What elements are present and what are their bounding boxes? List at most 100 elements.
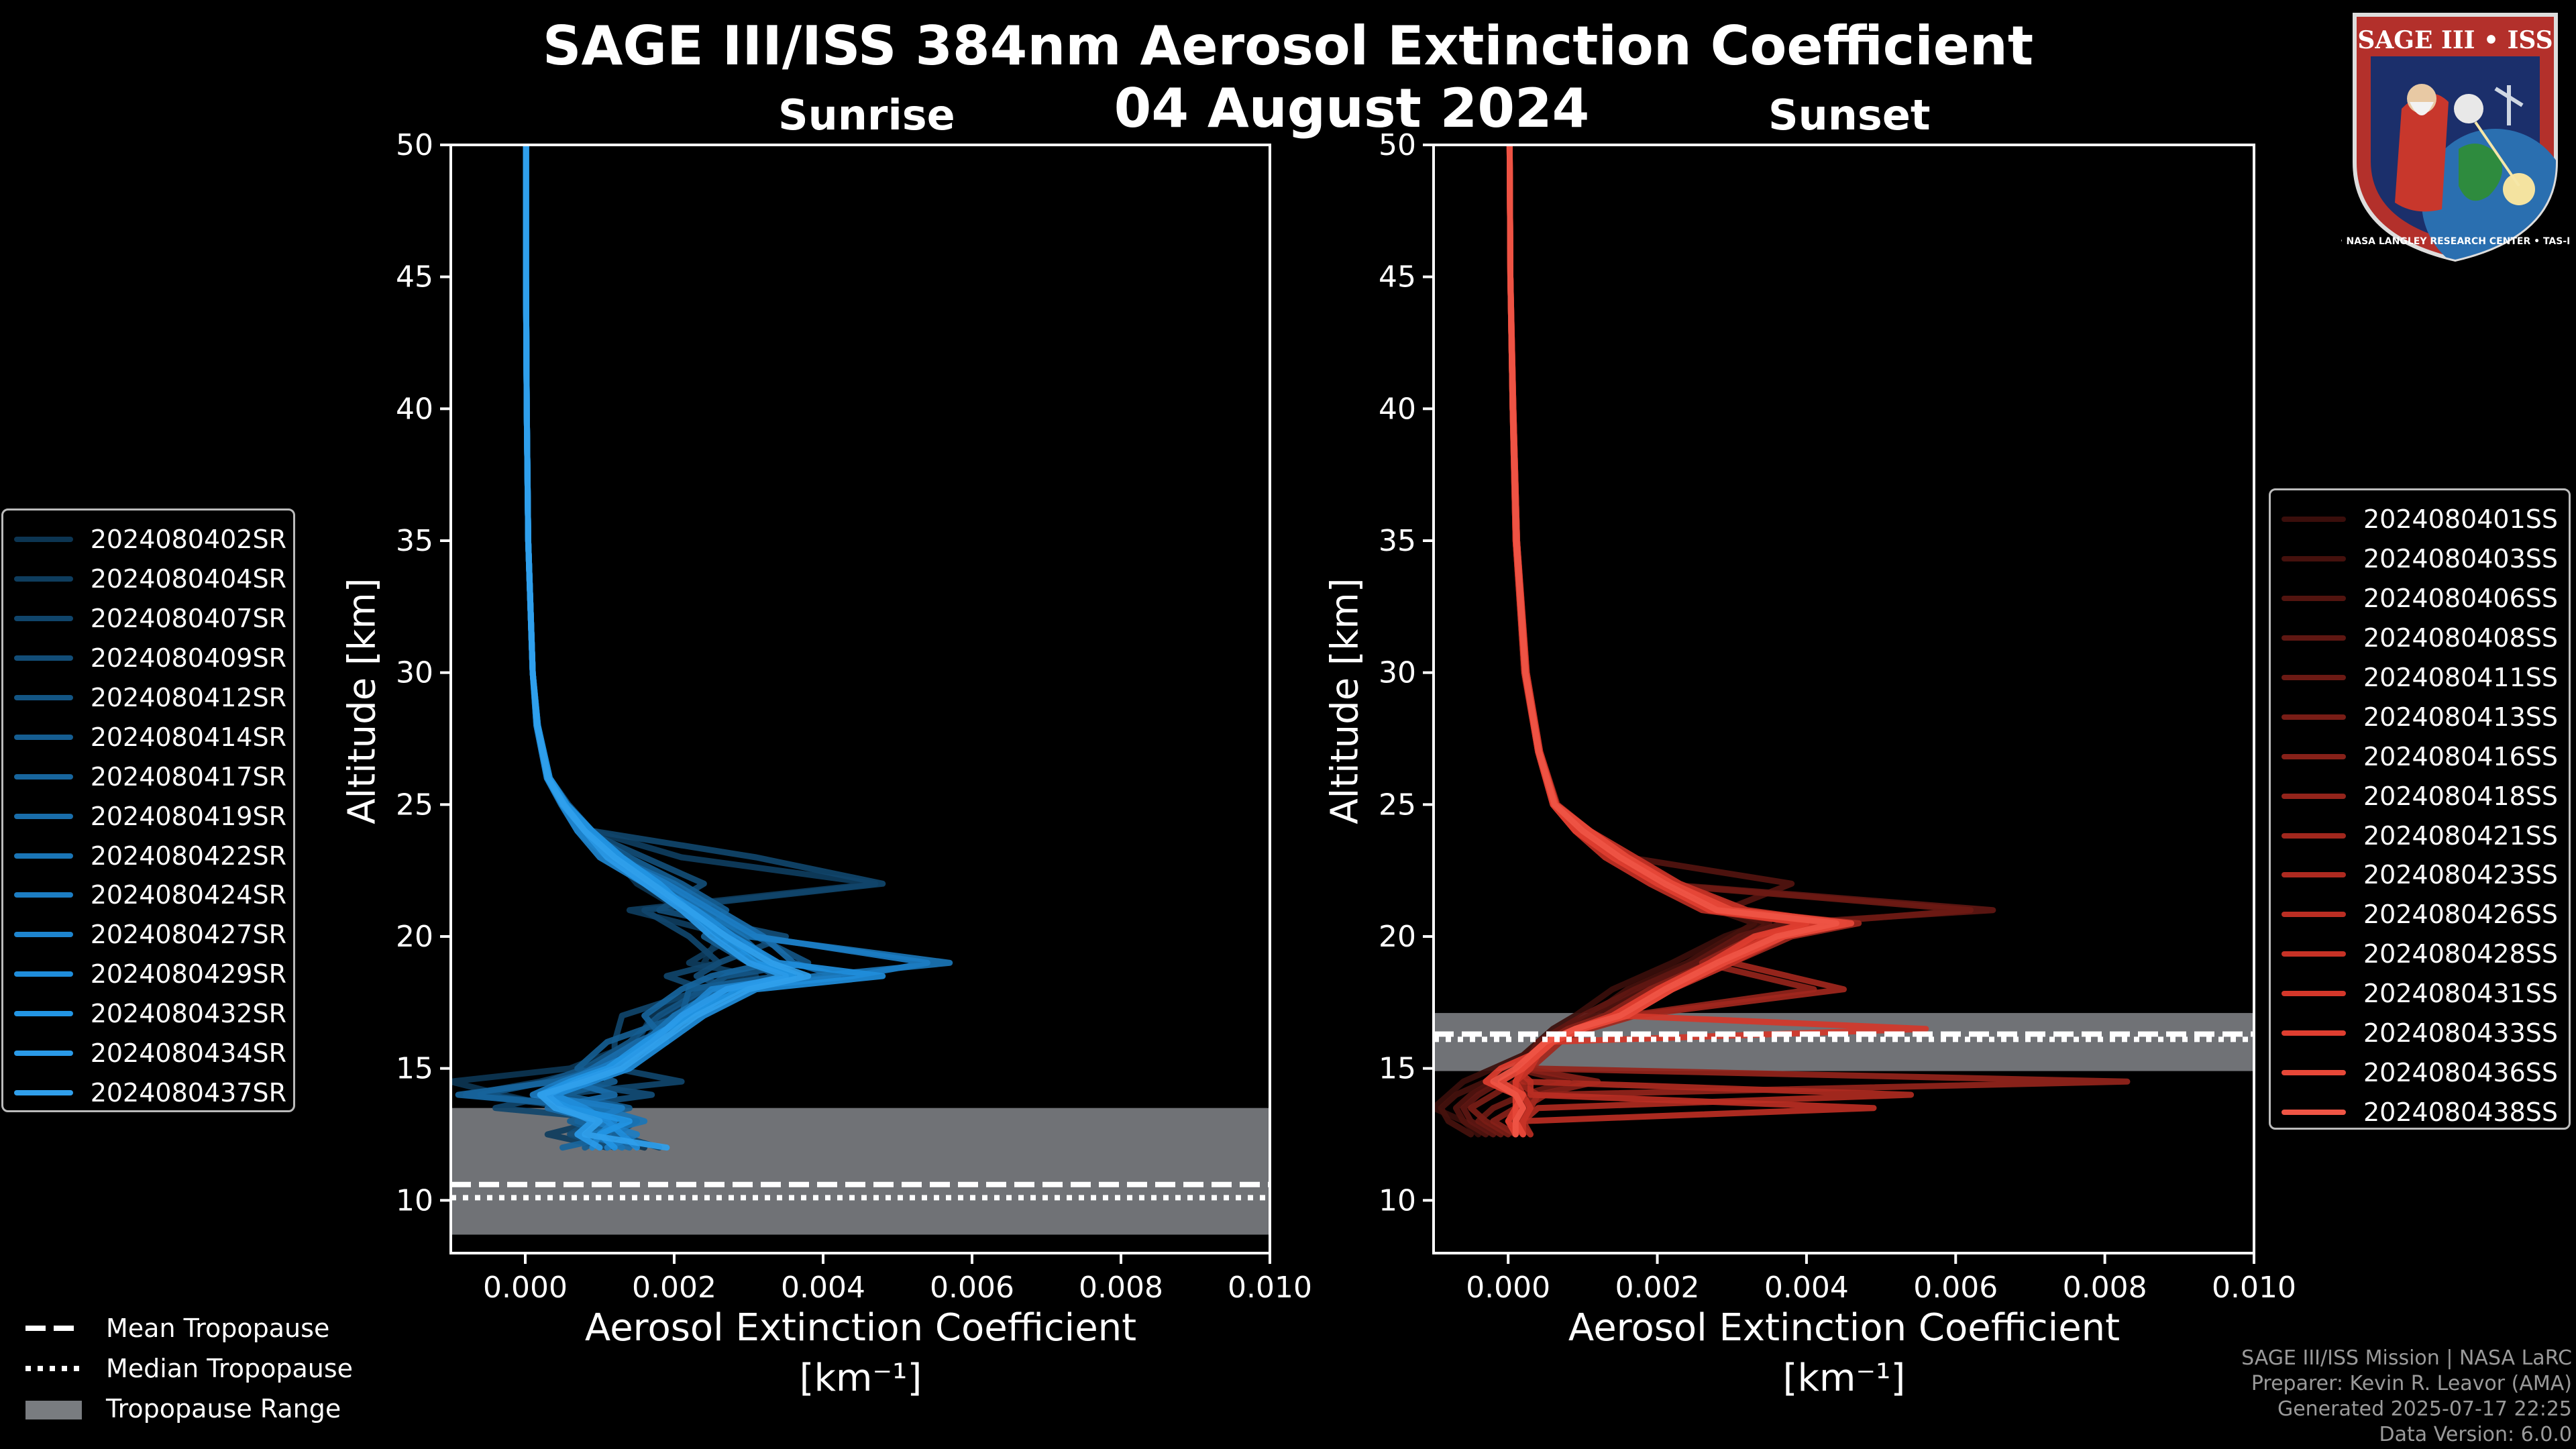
series-line-2024080438SS [1490,145,1839,1138]
legend-swatch [2282,912,2346,918]
sunset-xtick-label: 0.006 [1913,1271,1998,1305]
sunset-ytick-label: 35 [1379,524,1416,558]
legend-entry: 2024080422SR [10,836,286,875]
legend-label: 2024080402SR [90,525,286,555]
series-line-2024080437SR [523,145,812,1151]
chart-title: SAGE III/ISS 384nm Aerosol Extinction Co… [542,15,2034,77]
legend-entry: 2024080432SR [10,994,286,1034]
legend-entry: 2024080417SR [10,757,286,796]
sunrise-x-axis-units: [km⁻¹] [799,1356,922,1400]
legend-swatch [2282,1030,2346,1036]
legend-entry: 2024080427SR [10,915,286,955]
sunrise-legend: 2024080402SR 2024080404SR 2024080407SR 2024… [1,508,295,1112]
series-line-2024080431SS [1506,145,1929,1138]
series-line-2024080423SS [1506,145,1915,1138]
sunrise-xtick-label: 0.008 [1079,1271,1163,1305]
series-line-2024080427SR [523,145,804,1151]
legend-label: 2024080418SS [2363,781,2559,811]
tropopause-legend-range: Tropopause Range [25,1389,353,1429]
legend-label: 2024080428SS [2363,939,2559,969]
tropopause-legend-mean: Mean Tropopause [25,1308,353,1348]
legend-entry: 2024080408SS [2277,619,2562,658]
legend-swatch [2282,556,2346,562]
legend-label: 2024080416SS [2363,741,2559,771]
legend-label: 2024080432SR [90,999,286,1029]
dashed-line-key [25,1320,82,1336]
legend-entry: 2024080407SR [10,599,286,639]
footer-version: Data Version: 6.0.0 [2379,1423,2572,1446]
legend-entry: 2024080412SR [10,678,286,718]
legend-swatch [14,537,73,543]
legend-swatch [2282,1069,2346,1075]
legend-label: 2024080412SR [90,683,286,712]
sunrise-ytick-label: 35 [396,524,433,558]
legend-swatch [2282,675,2346,680]
legend-entry: 2024080431SS [2277,974,2562,1014]
legend-label: 2024080401SS [2363,504,2559,535]
sunset-ytick-label: 25 [1379,788,1416,822]
legend-entry: 2024080416SS [2277,737,2562,776]
legend-swatch [2282,1109,2346,1115]
dotted-line-key [25,1360,82,1377]
legend-label: 2024080424SR [90,880,286,910]
legend-label: 2024080406SS [2363,584,2559,614]
legend-entry: 2024080418SS [2277,776,2562,816]
sunset-xtick-label: 0.004 [1764,1271,1849,1305]
legend-entry: 2024080434SR [10,1034,286,1073]
sunset-y-axis-label: Altitude [km] [1323,578,1367,824]
sunset-xtick-label: 0.002 [1615,1271,1700,1305]
legend-label: 2024080413SS [2363,702,2559,732]
sunset-panel: 10 15 20 25 30 35 40 45 50 0.000 0.002 0.004 0.006 0.… [1379,128,2296,1305]
legend-entry: 2024080437SR [10,1073,286,1112]
legend-entry: 2024080438SS [2277,1092,2562,1132]
sunset-ytick-label: 15 [1379,1052,1416,1086]
sunrise-xtick-label: 0.002 [632,1271,716,1305]
legend-entry: 2024080406SS [2277,579,2562,619]
sunrise-ytick-label: 30 [396,656,433,690]
sunrise-ytick-label: 15 [396,1052,433,1086]
series-line-2024080408SS [1460,145,1996,1138]
legend-label: 2024080403SS [2363,544,2559,574]
tropopause-legend: Mean Tropopause Median Tropopause Tropop… [25,1308,353,1429]
sunrise-ytick-label: 40 [396,392,433,426]
legend-label: 2024080407SR [90,604,286,634]
legend-label: 2024080429SR [90,959,286,989]
sunrise-ytick-label: 10 [396,1183,433,1218]
legend-swatch [14,1089,73,1095]
legend-entry: 2024080413SS [2277,697,2562,737]
legend-swatch [14,1051,73,1057]
legend-entry: 2024080403SS [2277,539,2562,579]
legend-swatch [14,971,73,977]
legend-entry: 2024080414SR [10,717,286,757]
legend-swatch [14,892,73,898]
sunset-ytick-label: 40 [1379,392,1416,426]
legend-swatch [2282,872,2346,878]
legend-swatch [2282,635,2346,641]
legend-swatch [14,1011,73,1017]
mean-tropopause-label: Mean Tropopause [106,1313,330,1343]
tropopause-range-label: Tropopause Range [106,1394,341,1424]
sunrise-xtick-label: 0.004 [781,1271,865,1305]
median-tropopause-label: Median Tropopause [106,1354,353,1383]
sunrise-xtick-label: 0.010 [1228,1271,1312,1305]
legend-swatch [2282,793,2346,799]
legend-entry: 2024080401SS [2277,500,2562,539]
legend-label: 2024080411SS [2363,663,2559,692]
legend-swatch [14,616,73,622]
sunset-ytick-label: 10 [1379,1183,1416,1218]
footer-credits: SAGE III/ISS Mission | NASA LaRC Prepare… [2241,1346,2572,1448]
legend-entry: 2024080411SS [2277,658,2562,698]
legend-label: 2024080409SR [90,643,286,674]
legend-label: 2024080438SS [2363,1097,2559,1127]
legend-entry: 2024080436SS [2277,1053,2562,1092]
sunset-ytick-label: 45 [1379,260,1416,294]
legend-swatch [14,655,73,661]
legend-entry: 2024080433SS [2277,1014,2562,1053]
legend-label: 2024080434SR [90,1038,286,1069]
legend-label: 2024080427SR [90,920,286,950]
range-box-key [25,1401,82,1419]
legend-label: 2024080437SR [90,1077,286,1108]
sunrise-xtick-label: 0.000 [483,1271,568,1305]
series-line-2024080432SR [523,145,797,1151]
sunset-x-axis-units: [km⁻¹] [1782,1356,1906,1400]
